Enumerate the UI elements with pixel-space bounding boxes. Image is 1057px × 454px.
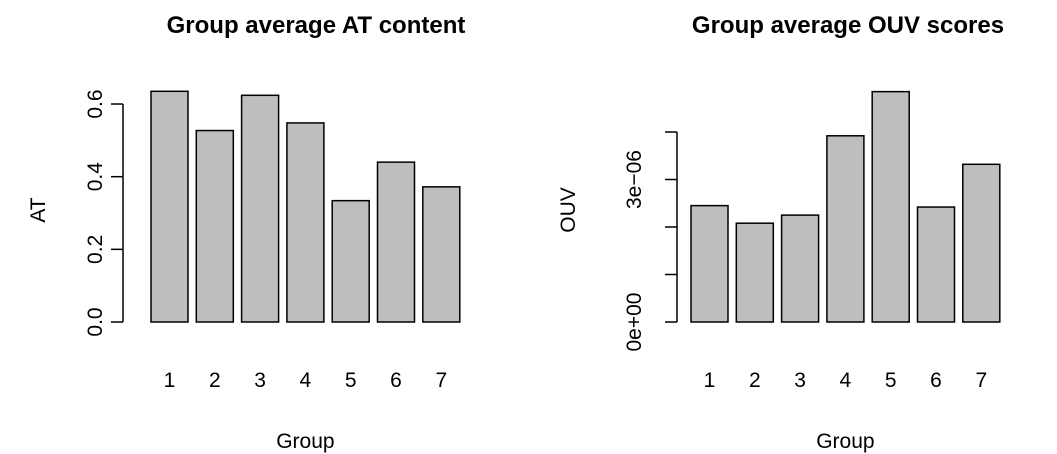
chart-title: Group average OUV scores xyxy=(692,12,1004,39)
at-bar-group-7 xyxy=(422,186,461,323)
y-axis-label: AT xyxy=(27,197,50,222)
x-tick-label: 3 xyxy=(794,369,806,392)
x-tick-label: 4 xyxy=(300,369,312,392)
at-bar-group-1 xyxy=(150,90,189,323)
x-tick-label: 3 xyxy=(254,369,266,392)
y-tick-label: 0.2 xyxy=(84,235,107,264)
x-tick-label: 5 xyxy=(345,369,357,392)
x-tick-label: 2 xyxy=(209,369,221,392)
y-axis-label: OUV xyxy=(557,187,580,233)
y-tick-label: 0.4 xyxy=(84,162,107,192)
at-bar-group-6 xyxy=(376,161,416,323)
ouv-scores-chart: Group average OUV scores 1 2 3 4 5 6 7 0e+00 3e−0… xyxy=(557,12,1004,453)
at-bar-group-2 xyxy=(195,129,235,323)
x-tick-label: 5 xyxy=(885,369,897,392)
ouv-bar-group-5 xyxy=(871,90,910,323)
x-axis-label: Group xyxy=(276,430,334,453)
ouv-bar-group-7 xyxy=(962,163,1001,323)
ouv-bar-group-2 xyxy=(735,222,775,323)
y-tick-label: 0.6 xyxy=(84,89,107,118)
at-bar-group-3 xyxy=(240,94,280,323)
x-tick-label: 4 xyxy=(840,369,852,392)
x-tick-label: 7 xyxy=(435,369,447,392)
at-content-chart: Group average AT content 1 2 3 4 5 6 7 0.0 0.2 0.4… xyxy=(27,12,465,453)
chart-title: Group average AT content xyxy=(167,12,466,39)
at-bar-group-4 xyxy=(286,122,325,323)
ouv-bar-group-1 xyxy=(690,204,729,323)
y-tick-label: 0e+00 xyxy=(623,293,646,352)
ouv-bar-group-6 xyxy=(916,206,956,323)
x-tick-label: 1 xyxy=(704,369,716,392)
x-tick-label: 7 xyxy=(975,369,987,392)
x-tick-label: 6 xyxy=(930,369,942,392)
at-bar-group-5 xyxy=(331,199,370,323)
y-tick-label: 0.0 xyxy=(84,307,107,336)
x-tick-label: 1 xyxy=(164,369,176,392)
x-tick-label: 6 xyxy=(390,369,402,392)
x-axis-label: Group xyxy=(816,430,874,453)
y-tick-label: 3e−06 xyxy=(623,150,646,209)
x-tick-label: 2 xyxy=(749,369,761,392)
ouv-bar-group-3 xyxy=(780,214,820,323)
ouv-bar-group-4 xyxy=(826,135,865,323)
